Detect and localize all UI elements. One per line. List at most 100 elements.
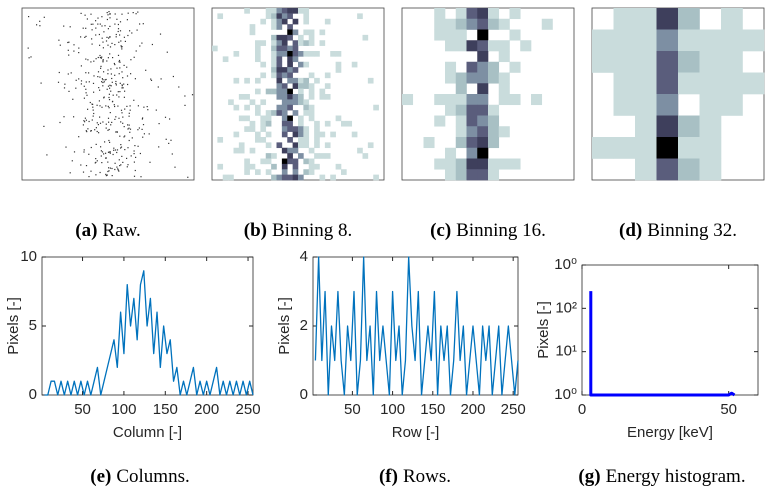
image-pixel (78, 52, 80, 54)
image-pixel (613, 137, 636, 159)
caption-label: (b) (244, 220, 267, 241)
image-pixel (276, 34, 283, 41)
image-pixel (118, 41, 120, 43)
image-pixel (265, 88, 272, 95)
image-pixel (324, 120, 331, 127)
image-pixel (128, 124, 130, 126)
image-pixel (102, 61, 104, 63)
caption-label: (e) (90, 466, 111, 487)
image-pixel (134, 169, 136, 172)
image-pixel (287, 174, 293, 181)
image-pixel (656, 94, 679, 116)
image-pixel (276, 67, 283, 73)
image-pixel (131, 137, 133, 139)
image-pixel (308, 110, 315, 116)
image-pixel (265, 120, 272, 127)
image-pixel (281, 18, 288, 25)
image-pixel (102, 60, 104, 62)
image-pixel (126, 157, 128, 159)
image-pixel (121, 112, 123, 114)
x-tick-label: 50 (344, 401, 361, 418)
image-pixel (91, 43, 93, 45)
image-pixel (68, 90, 70, 92)
image-pixel (97, 71, 100, 73)
caption: (f) Rows. (379, 466, 451, 487)
image-pixel (119, 82, 121, 84)
image-pixel (82, 171, 85, 173)
image-pixel (114, 149, 117, 151)
caption-label: (c) (430, 220, 451, 241)
image-pixel (335, 163, 342, 170)
image-pixel (93, 75, 95, 77)
image-pixel (445, 94, 457, 106)
image-pixel (298, 61, 304, 68)
image-pixel (228, 174, 234, 181)
image-pixel (85, 35, 87, 37)
image-pixel (105, 157, 107, 159)
image-pixel (95, 174, 97, 176)
image-pixel (276, 77, 283, 84)
image-pixel (118, 59, 121, 62)
image-pixel (335, 51, 342, 57)
y-tick-label: 10¹ (555, 343, 577, 360)
image-pixel (466, 115, 478, 127)
image-pixel (335, 61, 342, 68)
image-pixel (324, 18, 331, 25)
image-pixel (281, 104, 288, 111)
image-pixel (260, 99, 267, 106)
image-pixel (455, 158, 467, 170)
image-pixel (108, 167, 110, 169)
image-pixel (212, 45, 218, 52)
caption-label: (d) (619, 220, 642, 241)
image-pixel (157, 86, 159, 88)
image-pixel (281, 13, 288, 20)
image-pixel (260, 115, 267, 122)
image-pixel (292, 40, 299, 46)
image-pixel (255, 45, 261, 52)
image-pixel (678, 115, 700, 138)
image-pixel (98, 100, 100, 102)
image-pixel (108, 139, 110, 142)
image-pixel (95, 27, 97, 29)
image-pixel (276, 13, 283, 20)
x-axis-label: Energy [keV] (627, 424, 713, 441)
image-pixel (107, 14, 109, 16)
image-pixel (281, 163, 288, 170)
image-pixel (699, 94, 722, 116)
image-pixel (466, 126, 478, 138)
image-pixel (244, 94, 250, 100)
image-pixel (330, 131, 336, 138)
image-pixel (319, 94, 326, 100)
image-pixel (477, 137, 489, 149)
image-pixel (114, 162, 116, 164)
image-pixel (106, 36, 108, 38)
image-pixel (99, 105, 101, 107)
image-pixel (217, 13, 224, 20)
image-pixel (109, 152, 111, 154)
image-pixel (85, 92, 87, 94)
image-pixel (122, 87, 124, 89)
image-pixel (721, 8, 743, 30)
image-pixel (46, 154, 48, 156)
image-pixel (84, 14, 86, 16)
image-pixel (244, 169, 250, 175)
image-pixel (86, 18, 88, 20)
data-line (314, 256, 519, 396)
image-pixel (281, 45, 288, 52)
image-pixel (434, 158, 446, 170)
image-pixel (678, 137, 700, 159)
image-pixel (434, 18, 446, 30)
image-pixel (95, 20, 97, 22)
image-pixel (108, 96, 110, 99)
image-pixel (108, 151, 110, 153)
image-pixel (244, 104, 250, 111)
image-pixel (96, 130, 98, 133)
image-pixel (477, 104, 489, 116)
image-pixel (83, 149, 85, 151)
image-pixel (78, 78, 80, 80)
image-pixel (314, 163, 320, 170)
image-pixel (85, 165, 88, 167)
image-pixel (260, 72, 267, 79)
image-pixel (83, 120, 85, 122)
image-pixel (271, 40, 277, 46)
